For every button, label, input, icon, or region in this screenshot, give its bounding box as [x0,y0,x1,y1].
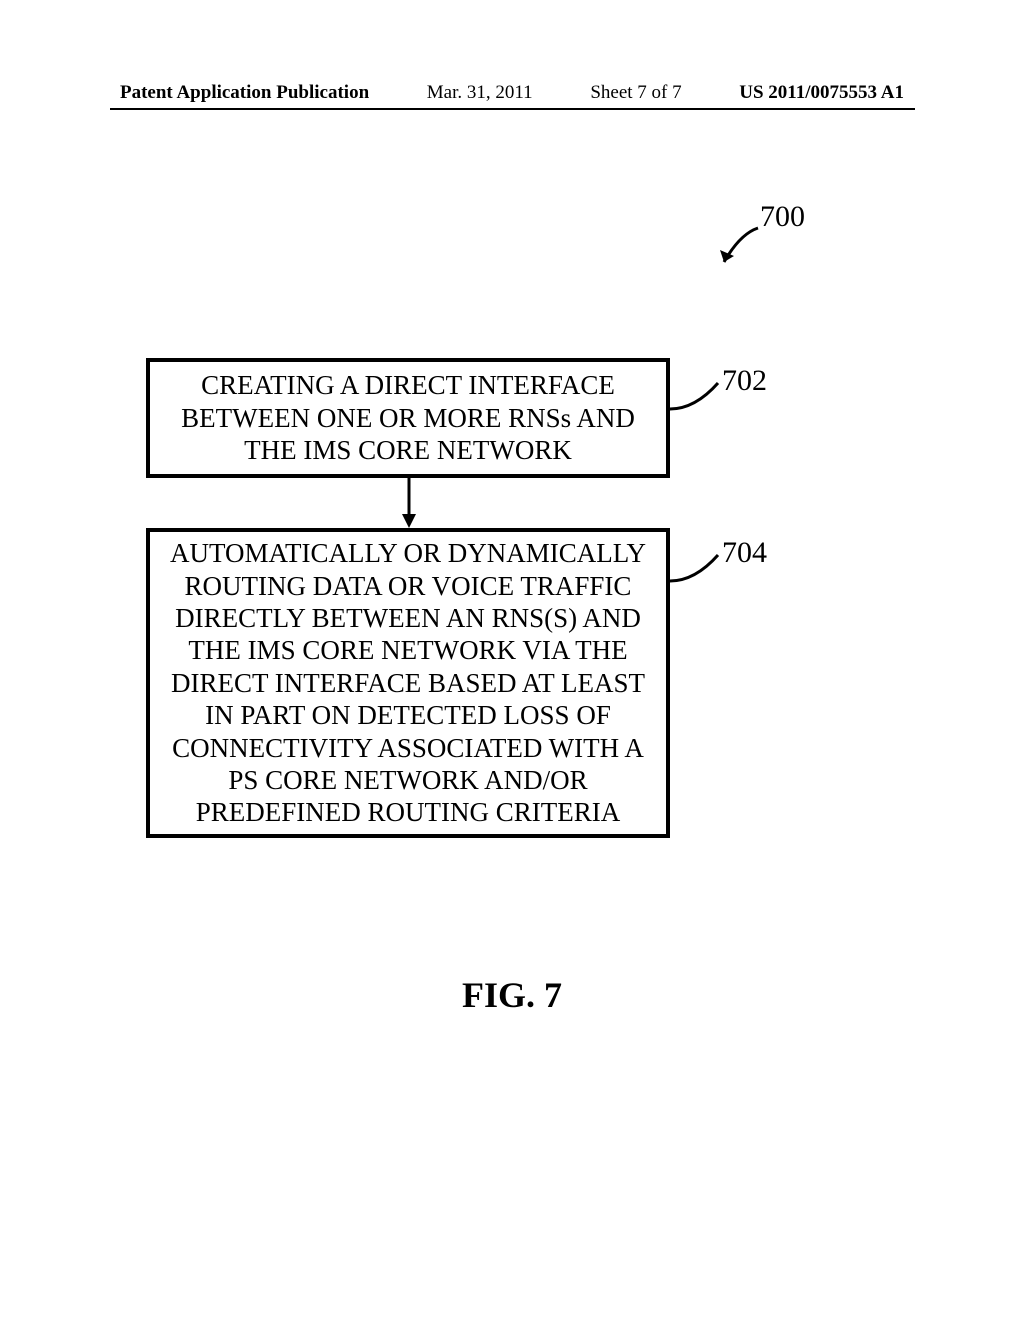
ref-702-label: 702 [722,364,767,398]
header-date: Mar. 31, 2011 [427,82,533,104]
flowchart-step-704: AUTOMATICALLY OR DYNAMICALLY ROUTING DAT… [146,528,670,838]
header-left: Patent Application Publication [120,82,369,104]
ref-700-arrow-icon [710,226,760,276]
header-right: US 2011/0075553 A1 [739,82,904,104]
ref-700-label: 700 [760,200,805,234]
flowchart-step-702-text: CREATING A DIRECT INTERFACE BETWEEN ONE … [156,369,660,466]
flowchart-step-704-text: AUTOMATICALLY OR DYNAMICALLY ROUTING DAT… [156,537,660,829]
header-rule [110,108,915,110]
ref-704-label: 704 [722,536,767,570]
flowchart-step-702: CREATING A DIRECT INTERFACE BETWEEN ONE … [146,358,670,478]
header-sheet: Sheet 7 of 7 [590,82,681,104]
ref-702-leader-icon [670,379,720,419]
flow-arrow-icon [402,478,416,528]
ref-704-leader-icon [670,551,720,591]
patent-header: Patent Application Publication Mar. 31, … [0,82,1024,104]
figure-caption: FIG. 7 [0,974,1024,1016]
